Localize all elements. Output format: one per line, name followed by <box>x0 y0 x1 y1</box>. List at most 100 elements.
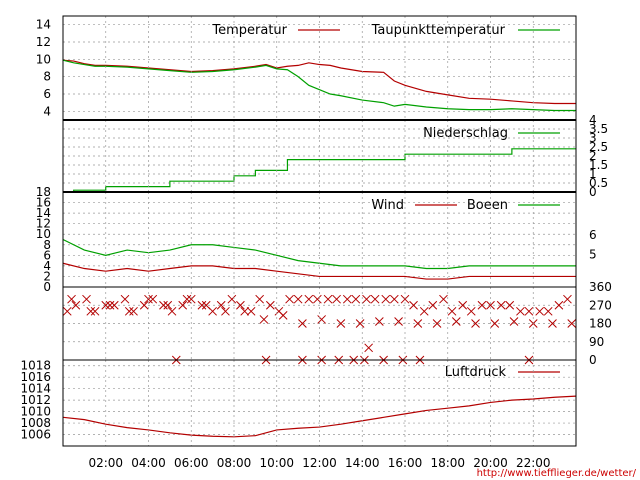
x-tick-label: 22:00 <box>516 456 551 470</box>
y-tick-label: 4 <box>43 259 51 273</box>
y-tick-label: 3.5 <box>589 122 608 136</box>
wind-direction-point <box>265 300 275 310</box>
wind-direction-point <box>419 306 429 316</box>
wind-direction-point <box>201 300 211 310</box>
wind-direction-point <box>332 294 341 304</box>
wind-direction-point <box>148 294 158 304</box>
wind-direction-point <box>129 306 138 316</box>
wind-direction-point <box>451 317 461 326</box>
wind-direction-point <box>336 319 346 328</box>
x-tick-label: 16:00 <box>388 456 423 470</box>
wind-direction-point <box>432 319 442 328</box>
y-tick-label: 360 <box>589 280 612 294</box>
y-tick-label: 2 <box>589 149 597 163</box>
wind-direction-point <box>362 294 371 304</box>
y-tick-label: 12 <box>36 35 51 49</box>
wind-direction-point <box>186 294 196 304</box>
wind-direction-point <box>101 300 111 310</box>
wind-direction-point <box>293 294 303 304</box>
wind-direction-point <box>105 300 115 310</box>
wind-direction-point <box>400 294 410 304</box>
wind-direction-point <box>505 300 515 310</box>
wind-direction-point <box>246 306 256 316</box>
wind-direction-point <box>216 300 226 310</box>
series-line-wind <box>62 262 576 280</box>
y-tick-label: 4 <box>43 104 51 118</box>
wind-direction-point <box>477 300 487 310</box>
wind-direction-point <box>90 306 100 316</box>
legend-label: Taupunkttemperatur <box>371 23 506 38</box>
wind-direction-point <box>323 294 333 304</box>
x-tick-label: 18:00 <box>430 456 465 470</box>
wind-direction-point <box>221 306 230 316</box>
wind-direction-point <box>86 306 96 316</box>
wind-direction-point <box>197 300 207 310</box>
wind-direction-point <box>351 294 361 304</box>
wind-direction-point <box>317 315 326 324</box>
wind-direction-point <box>62 306 72 316</box>
y-tick-label: 2.5 <box>589 140 608 154</box>
series-line-temperatur <box>62 59 576 105</box>
x-tick-label: 08:00 <box>217 456 252 470</box>
y-tick-label: 0 <box>589 353 597 367</box>
wind-direction-point <box>163 300 173 310</box>
wind-direction-point <box>255 294 265 304</box>
series-line-niederschlag <box>63 148 576 193</box>
y-tick-label: 10 <box>36 227 51 241</box>
y-tick-label: 8 <box>43 238 51 252</box>
y-tick-label: 14 <box>36 206 51 220</box>
legend-label: Luftdruck <box>445 365 507 380</box>
x-tick-label: 06:00 <box>174 456 209 470</box>
wind-direction-point <box>516 306 525 316</box>
wind-direction-point <box>428 300 438 310</box>
panel-frame <box>62 359 577 447</box>
x-tick-label: 14:00 <box>345 456 380 470</box>
wind-direction-point <box>524 306 534 316</box>
y-tick-label: 0.5 <box>589 176 608 190</box>
wind-direction-point <box>563 294 572 304</box>
y-tick-label: 90 <box>589 335 604 349</box>
legend-label: Boeen <box>467 198 508 213</box>
wind-direction-point <box>342 294 352 304</box>
wind-direction-point <box>471 319 480 328</box>
y-tick-label: 1014 <box>20 382 51 396</box>
wind-direction-point <box>486 300 495 310</box>
wind-direction-point <box>236 300 245 310</box>
legend-label: Niederschlag <box>423 126 508 141</box>
wind-direction-point <box>509 317 519 326</box>
series-line-luftdruck <box>62 395 577 438</box>
y-tick-label: 1 <box>589 167 597 181</box>
wind-direction-point <box>543 306 553 316</box>
wind-direction-point <box>182 294 192 304</box>
legend-label: Temperatur <box>211 23 287 38</box>
y-tick-label: 16 <box>36 196 51 210</box>
wind-direction-point <box>278 311 288 320</box>
y-tick-label: 1.5 <box>589 158 608 172</box>
legend-label: Wind <box>371 198 404 213</box>
wind-direction-point <box>370 294 380 304</box>
wind-direction-point <box>124 306 134 316</box>
y-tick-label: 4 <box>589 113 597 127</box>
x-tick-label: 20:00 <box>473 456 508 470</box>
wind-direction-point <box>413 319 423 328</box>
wind-direction-point <box>447 306 457 316</box>
y-tick-label: 18 <box>36 185 51 199</box>
x-tick-label: 04:00 <box>131 456 166 470</box>
y-tick-label: 1012 <box>20 393 51 407</box>
wind-direction-point <box>439 294 448 304</box>
y-tick-label: 8 <box>43 70 51 84</box>
wind-direction-point <box>548 319 557 328</box>
y-tick-label: 270 <box>589 298 612 312</box>
wind-direction-point <box>466 306 476 316</box>
wind-direction-point <box>139 300 149 310</box>
wind-direction-point <box>364 343 374 353</box>
wind-direction-point <box>159 300 168 310</box>
y-tick-label-right: 5 <box>589 247 597 261</box>
wind-direction-point <box>389 294 399 304</box>
y-tick-label: 10 <box>36 52 51 66</box>
credit-url[interactable]: http://www.tiefflieger.de/wetter/ <box>477 468 637 479</box>
wind-direction-point <box>227 294 237 304</box>
y-tick-label: 1018 <box>20 359 51 373</box>
y-tick-label: 12 <box>36 217 51 231</box>
